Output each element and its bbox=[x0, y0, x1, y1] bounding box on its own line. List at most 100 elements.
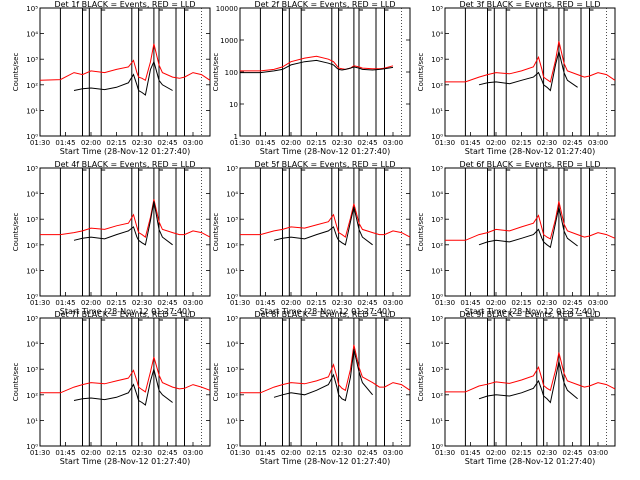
y-tick-label: 10³ bbox=[26, 216, 38, 224]
x-tick-label: 03:00 bbox=[183, 139, 203, 147]
panel-det-1: Det 1f BLACK = Events, RED = LLD 10⁰ 10¹ 10… bbox=[12, 0, 211, 156]
panel-title: Det 3f BLACK = Events, RED = LLD bbox=[459, 0, 600, 9]
plot-frame bbox=[39, 167, 211, 297]
y-tick-label: 10² bbox=[26, 82, 38, 90]
x-axis-label: Start Time (28-Nov-12 01:27:40) bbox=[260, 307, 390, 316]
x-tick-label: 03:00 bbox=[383, 139, 403, 147]
x-tick-label: 01:45 bbox=[255, 449, 275, 457]
y-tick-label: 10⁴ bbox=[431, 191, 443, 199]
y-axis-label: Counts/sec bbox=[417, 53, 425, 92]
y-tick-label: 10³ bbox=[431, 366, 443, 374]
y-tick-label: 10² bbox=[431, 242, 443, 250]
x-tick-label: 02:30 bbox=[537, 139, 557, 147]
x-tick-label: 03:00 bbox=[588, 449, 608, 457]
x-axis-label: Start Time (28-Nov-12 01:27:40) bbox=[60, 307, 190, 316]
x-tick-label: 01:30 bbox=[230, 139, 250, 147]
y-tick-label: 10⁵ bbox=[226, 165, 238, 173]
x-tick-label: 01:45 bbox=[460, 449, 480, 457]
x-axis-label: Start Time (28-Nov-12 01:27:40) bbox=[260, 457, 390, 466]
x-tick-label: 02:00 bbox=[486, 449, 506, 457]
y-tick-label: 10³ bbox=[431, 216, 443, 224]
x-tick-label: 02:00 bbox=[281, 449, 301, 457]
y-tick-label: 10¹ bbox=[431, 267, 443, 275]
x-tick-label: 01:45 bbox=[55, 449, 75, 457]
x-tick-label: 02:30 bbox=[332, 299, 352, 307]
y-tick-label: 10¹ bbox=[26, 107, 38, 115]
x-axis-label: Start Time (28-Nov-12 01:27:40) bbox=[465, 147, 595, 156]
y-tick-label: 10³ bbox=[26, 56, 38, 64]
plot-frame bbox=[239, 317, 411, 447]
events-series-line bbox=[73, 367, 173, 406]
x-tick-label: 02:30 bbox=[132, 299, 152, 307]
panel-title: Det 5f BLACK = Events, RED = LLD bbox=[254, 160, 395, 169]
y-tick-label: 10⁴ bbox=[26, 341, 38, 349]
x-tick-label: 03:00 bbox=[183, 449, 203, 457]
x-tick-label: 01:45 bbox=[460, 299, 480, 307]
y-tick-label: 10⁰ bbox=[26, 443, 38, 451]
x-tick-label: 02:00 bbox=[81, 139, 101, 147]
y-tick-label: 10³ bbox=[226, 216, 238, 224]
x-tick-label: 02:30 bbox=[537, 449, 557, 457]
y-tick-label: 10⁴ bbox=[226, 191, 238, 199]
y-tick-label: 10000 bbox=[216, 5, 238, 13]
x-tick-label: 02:15 bbox=[511, 299, 531, 307]
x-axis-label: Start Time (28-Nov-12 01:27:40) bbox=[465, 307, 595, 316]
y-tick-label: 10⁵ bbox=[431, 5, 443, 13]
y-axis-label: Counts/sec bbox=[12, 363, 20, 402]
x-tick-label: 03:00 bbox=[383, 299, 403, 307]
y-tick-label: 10⁵ bbox=[431, 165, 443, 173]
y-tick-label: 10⁵ bbox=[26, 165, 38, 173]
y-tick-label: 10⁴ bbox=[431, 31, 443, 39]
y-tick-label: 10² bbox=[226, 392, 238, 400]
y-tick-label: 10¹ bbox=[226, 417, 238, 425]
y-tick-label: 10⁰ bbox=[26, 293, 38, 301]
y-tick-label: 1 bbox=[234, 133, 238, 141]
y-tick-label: 10³ bbox=[26, 366, 38, 374]
y-tick-label: 10⁴ bbox=[431, 341, 443, 349]
x-tick-label: 01:30 bbox=[435, 449, 455, 457]
events-series-line bbox=[273, 206, 373, 246]
y-tick-label: 10² bbox=[431, 392, 443, 400]
y-tick-label: 10³ bbox=[226, 366, 238, 374]
panel-det-4: Det 4f BLACK = Events, RED = LLD 10⁰ 10¹ 10… bbox=[12, 160, 211, 316]
y-tick-label: 10¹ bbox=[26, 267, 38, 275]
plot-frame bbox=[444, 167, 616, 297]
lld-series-line bbox=[40, 199, 211, 238]
y-tick-label: 10⁴ bbox=[26, 191, 38, 199]
y-tick-label: 10⁰ bbox=[431, 133, 443, 141]
y-axis-label: Counts/sec bbox=[12, 53, 20, 92]
y-tick-label: 100 bbox=[225, 69, 238, 77]
x-tick-label: 02:45 bbox=[562, 449, 582, 457]
y-tick-label: 10⁰ bbox=[226, 293, 238, 301]
x-tick-label: 02:00 bbox=[81, 449, 101, 457]
y-tick-label: 10⁰ bbox=[26, 133, 38, 141]
y-tick-label: 10² bbox=[26, 392, 38, 400]
x-tick-label: 02:45 bbox=[357, 449, 377, 457]
plot-frame bbox=[239, 167, 411, 297]
y-tick-label: 10⁴ bbox=[26, 31, 38, 39]
x-tick-label: 03:00 bbox=[183, 299, 203, 307]
x-tick-label: 01:30 bbox=[30, 449, 50, 457]
y-tick-label: 10¹ bbox=[226, 267, 238, 275]
x-tick-label: 03:00 bbox=[588, 139, 608, 147]
lld-series-line bbox=[240, 55, 394, 72]
x-tick-label: 01:30 bbox=[30, 299, 50, 307]
x-tick-label: 02:15 bbox=[306, 299, 326, 307]
panel-det-6: Det 6f BLACK = Events, RED = LLD 10⁰ 10¹ 10… bbox=[417, 160, 616, 316]
x-tick-label: 02:00 bbox=[81, 299, 101, 307]
x-tick-label: 01:30 bbox=[435, 299, 455, 307]
panel-title: Det 4f BLACK = Events, RED = LLD bbox=[54, 160, 195, 169]
panel-title: Det 8f BLACK = Events, RED = LLD bbox=[254, 310, 395, 319]
x-tick-label: 01:30 bbox=[30, 139, 50, 147]
x-tick-label: 01:45 bbox=[460, 139, 480, 147]
y-tick-label: 10⁰ bbox=[431, 293, 443, 301]
plot-frame bbox=[444, 317, 616, 447]
x-tick-label: 01:45 bbox=[55, 139, 75, 147]
y-axis-label: Counts/sec bbox=[417, 363, 425, 402]
lld-series-line bbox=[445, 201, 616, 241]
panel-title: Det 7f BLACK = Events, RED = LLD bbox=[54, 310, 195, 319]
x-tick-label: 02:15 bbox=[106, 299, 126, 307]
x-axis-label: Start Time (28-Nov-12 01:27:40) bbox=[465, 457, 595, 466]
x-tick-label: 02:15 bbox=[511, 449, 531, 457]
